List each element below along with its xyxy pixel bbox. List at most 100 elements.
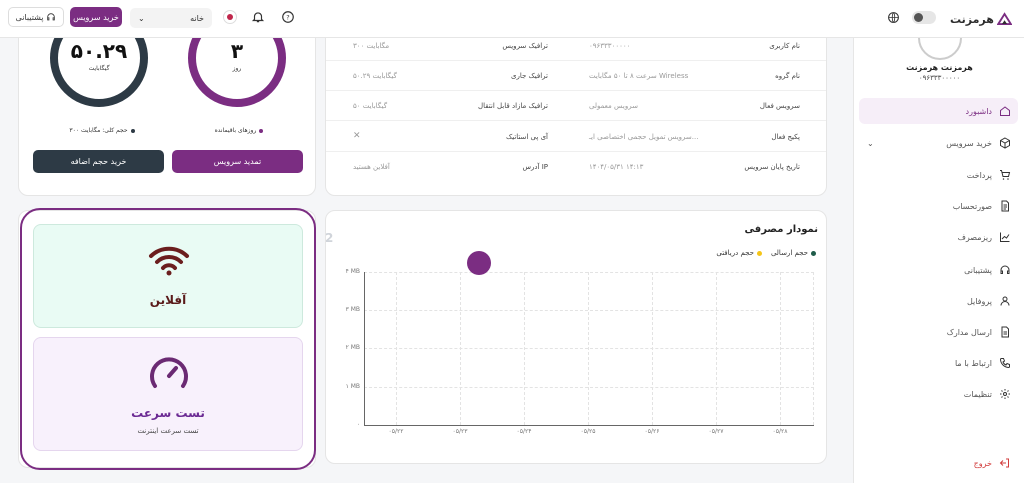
sidebar-item-settings[interactable]: تنظیمات: [859, 381, 1018, 407]
floating-dot[interactable]: [467, 251, 491, 275]
usage-chart-card: [325, 210, 827, 464]
info-value: ۱۴۰۴/۰۵/۳۱ ۱۴:۱۳: [589, 163, 644, 171]
info-row: تاریخ پایان سرویس ۱۴۰۴/۰۵/۳۱ ۱۴:۱۳ آدرس IP…: [326, 153, 826, 182]
grid-line: [460, 272, 461, 425]
cart-icon: [1000, 170, 1011, 180]
chart-icon: [1000, 232, 1010, 242]
sidebar-item-buy-service[interactable]: ⌄ خرید سرویس: [859, 130, 1018, 156]
grid-line: [396, 272, 397, 425]
sidebar-item-invoice[interactable]: صورتحساب: [859, 193, 1018, 219]
bell-icon[interactable]: [251, 10, 265, 24]
cube-icon: [1000, 137, 1010, 149]
info-key: ترافیک سرویس: [502, 42, 548, 50]
y-tick-label: ۱ MB: [345, 383, 360, 390]
info-value: سرویس تمویل حجمی اختصاصی ایـ...: [589, 133, 699, 141]
home-icon: [1000, 106, 1010, 116]
sidebar-item-dashboard[interactable]: داشبورد: [859, 98, 1018, 124]
home-select[interactable]: ⌄ خانه: [130, 8, 212, 28]
buy-service-button[interactable]: خرید سرویس: [70, 7, 122, 27]
sidebar-item-contact[interactable]: ارتباط با ما: [859, 350, 1018, 376]
chart-title: نمودار مصرفی: [744, 224, 818, 235]
stray-digit: 2: [325, 231, 334, 245]
connection-status-label: آفلاین: [149, 293, 187, 307]
nav-label: ارسال مدارک: [946, 327, 992, 337]
legend-dot-received: [756, 250, 762, 256]
x-tick-label: ۰۵/۲۶: [644, 428, 660, 435]
grid-line: [813, 272, 814, 425]
theme-toggle[interactable]: [912, 11, 936, 24]
remaining-days-legend: روزهای باقیمانده: [194, 127, 284, 134]
grid-line: [780, 272, 781, 425]
x-tick-label: ۰۵/۲۴: [516, 428, 532, 435]
speed-test-tile[interactable]: تست سرعت تست سرعت اینترنت: [33, 337, 303, 451]
support-button[interactable]: پشتیبانی: [8, 7, 64, 27]
logout-label: خروج: [973, 458, 992, 468]
x-axis: [364, 425, 814, 426]
sidebar-item-support[interactable]: پشتیبانی: [859, 257, 1018, 283]
renew-service-button[interactable]: تمدید سرویس: [172, 150, 303, 173]
sidebar-item-profile[interactable]: پروفایل: [859, 288, 1018, 314]
volume-value: ۵۰.۲۹: [70, 39, 128, 63]
svg-text:?: ?: [286, 13, 289, 21]
grid-line: [716, 272, 717, 425]
globe-icon[interactable]: [887, 11, 900, 24]
service-info-card: نام کاربری ۰۹۶۳۳۳۰۰۰۰۰ ترافیک سرویس ۳۰۰ مگا…: [325, 20, 827, 196]
info-value: ۵۰.۲۹ گیگابایت: [353, 72, 397, 80]
volume-ring: ۵۰.۲۹ گیگابایت: [50, 21, 148, 107]
x-tick-label: ۰۵/۲۲: [388, 428, 404, 435]
nav-label: پروفایل: [966, 296, 992, 306]
headset-icon: [1000, 265, 1010, 274]
buy-extra-volume-button[interactable]: خرید حجم اضافه: [33, 150, 164, 173]
grid-line: [652, 272, 653, 425]
legend-text: روزهای باقیمانده: [214, 127, 257, 134]
grid-line: [588, 272, 589, 425]
user-icon: [1000, 296, 1010, 306]
nav-label: ریزمصرف: [957, 232, 992, 242]
sidebar-item-documents[interactable]: ارسال مدارک: [859, 319, 1018, 345]
highlight-frame: [20, 208, 316, 470]
sidebar-item-usage[interactable]: ریزمصرف: [859, 224, 1018, 250]
gear-icon: [1000, 389, 1010, 399]
grid-line: [364, 310, 814, 311]
grid-line: [364, 348, 814, 349]
headset-icon: [47, 13, 56, 21]
info-key: نام گروه: [775, 72, 800, 80]
x-tick-label: ۰۵/۲۳: [452, 428, 468, 435]
info-value: ۳۰۰ مگابایت: [353, 42, 390, 50]
info-key: آی پی استاتیک: [505, 133, 548, 141]
info-key: سرویس فعال: [759, 102, 800, 110]
help-icon[interactable]: ?: [281, 10, 295, 24]
nav-label: صورتحساب: [952, 201, 992, 211]
home-select-value: خانه: [190, 13, 204, 23]
logout-button[interactable]: خروج: [859, 450, 1018, 476]
user-id: ۰۹۶۳۳۳۰۰۰۰۰: [918, 74, 961, 82]
y-tick-label: ۴ MB: [345, 268, 360, 275]
logout-icon: [999, 458, 1009, 468]
sidebar-item-payment[interactable]: پرداخت: [859, 162, 1018, 188]
nav-label: داشبورد: [965, 106, 992, 116]
grid-line: [364, 272, 814, 273]
x-tick-label: ۰۵/۲۸: [772, 428, 788, 435]
info-row: نام گروه سرعت ۸ تا ۵۰ مگابایت Wireless ترا…: [326, 62, 826, 91]
nav-label: پرداخت: [966, 170, 992, 180]
invoice-icon: [1001, 200, 1009, 212]
y-tick-label: ۰: [356, 421, 360, 428]
info-row: پکیج فعال سرویس تمویل حجمی اختصاصی ایـ...…: [326, 123, 826, 152]
grid-line: [364, 387, 814, 388]
grid-line: [524, 272, 525, 425]
info-key: تاریخ پایان سرویس: [744, 163, 800, 171]
nav-label: تنظیمات: [963, 389, 992, 399]
nav-label: خرید سرویس: [946, 138, 992, 148]
logo-icon: [996, 12, 1012, 25]
support-label: پشتیبانی: [15, 12, 44, 22]
speedometer-icon: [150, 357, 188, 388]
chevron-down-icon: ⌄: [138, 13, 145, 23]
nav-label: ارتباط با ما: [954, 358, 992, 368]
info-key: ترافیک جاری: [510, 72, 548, 80]
record-icon[interactable]: [223, 10, 237, 24]
connection-status-tile: آفلاین: [33, 224, 303, 328]
static-ip-value: ✕: [353, 131, 361, 141]
info-key: ترافیک مازاد قابل انتقال: [478, 102, 548, 110]
info-value: ۰۹۶۳۳۳۰۰۰۰۰: [589, 42, 631, 50]
chart-legend: حجم دریافتی حجم ارسالی: [716, 249, 816, 257]
